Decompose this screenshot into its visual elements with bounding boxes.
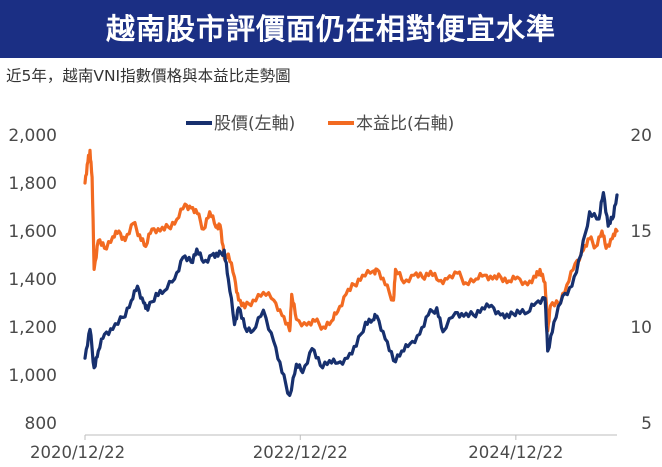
y-left-tick-label: 1,800 xyxy=(8,174,57,194)
legend-label: 股價(左軸) xyxy=(214,114,295,134)
price-series-line xyxy=(83,191,619,397)
y-left-tick-label: 800 xyxy=(25,414,57,434)
y-left-tick-label: 2,000 xyxy=(8,126,57,146)
y-left-tick-label: 1,000 xyxy=(8,366,57,386)
chart-subtitle: 近5年，越南VNI指數價格與本益比走勢圖 xyxy=(6,67,291,85)
y-left-tick-label: 1,400 xyxy=(8,270,57,290)
y-right-tick-label: 10 xyxy=(630,318,652,338)
x-tick-label: 2024/12/22 xyxy=(468,443,563,462)
y-right-tick-label: 5 xyxy=(641,414,652,434)
title-banner: 越南股市評價面仍在相對便宜水準 xyxy=(0,0,662,58)
y-right-tick-label: 15 xyxy=(630,222,652,242)
pe-series-line xyxy=(83,148,619,333)
x-tick-label: 2022/12/22 xyxy=(253,443,348,462)
legend-label: 本益比(右軸) xyxy=(356,114,454,134)
x-tick-label: 2020/12/22 xyxy=(30,443,125,462)
y-right-tick-label: 20 xyxy=(630,126,652,146)
y-left-tick-label: 1,200 xyxy=(8,318,57,338)
chart-title: 越南股市評價面仍在相對便宜水準 xyxy=(105,12,556,46)
y-left-tick-label: 1,600 xyxy=(8,222,57,242)
